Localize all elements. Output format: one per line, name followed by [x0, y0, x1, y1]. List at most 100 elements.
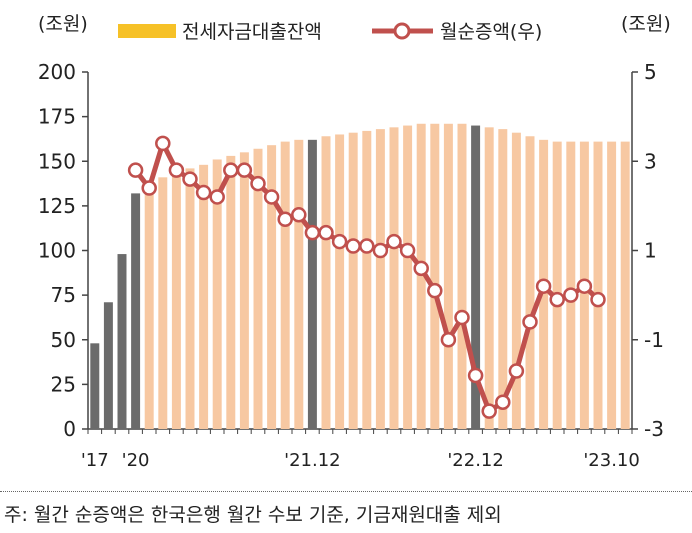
line-point: [440, 332, 457, 348]
y-left-tick-label: 100: [38, 239, 76, 263]
bar: [607, 141, 617, 430]
line-point: [209, 189, 225, 205]
y-left-tick-label: 175: [38, 105, 76, 129]
bar: [226, 155, 236, 429]
line-point: [318, 224, 334, 241]
y-left-tick-label: 50: [51, 328, 76, 352]
line-point: [345, 238, 361, 254]
bar: [348, 132, 358, 429]
tick-labels: 0 25 50 75 100 125 150 175 200 -3 -1 1 3 5 '17 '20 '21.1…: [38, 60, 664, 471]
y-left-tick-label: 0: [63, 417, 76, 441]
bar: [443, 123, 453, 429]
y-left-tick-label: 25: [51, 372, 76, 396]
bar: [294, 139, 304, 429]
line-point: [522, 314, 538, 330]
line-point: [141, 180, 157, 196]
x-tick-label: '21.12: [284, 450, 340, 471]
line-point: [590, 291, 606, 308]
line-point: [127, 162, 144, 178]
line-point: [304, 224, 321, 241]
y-right-tick-label: -3: [644, 417, 664, 441]
x-tick-label: '20: [122, 450, 150, 471]
bar: [144, 184, 154, 429]
line-point: [359, 238, 375, 254]
x-tick-label: '23.10: [583, 450, 639, 471]
bar: [239, 152, 249, 429]
y-right-tick-label: 5: [644, 60, 657, 84]
line-point: [331, 233, 348, 250]
footnote: 주: 월간 순증액은 한국은행 월간 수보 기준, 기금재원대출 제외: [4, 504, 502, 526]
bar: [158, 177, 168, 429]
bar: [430, 123, 440, 429]
legend-bar-swatch: [118, 24, 176, 38]
bar: [566, 141, 576, 430]
bar: [511, 132, 521, 429]
line-point: [372, 242, 389, 259]
footnote-divider: [0, 491, 692, 492]
bar: [212, 159, 222, 429]
y-left-unit: (조원): [38, 13, 88, 35]
line-point: [563, 287, 579, 303]
bar: [552, 141, 562, 430]
legend-bar-label: 전세자금대출잔액: [182, 21, 322, 43]
bar: [267, 145, 277, 429]
bar: [321, 136, 331, 429]
bar: [335, 134, 345, 429]
legend-line-label: 월순증액(우): [440, 21, 542, 43]
line-point: [454, 309, 470, 326]
bar: [416, 123, 426, 429]
bar: [185, 168, 195, 429]
bar: [457, 123, 467, 429]
bar: [375, 129, 385, 429]
bar: [471, 125, 481, 430]
line-point: [263, 189, 280, 205]
line-point: [168, 162, 185, 178]
line-point: [291, 207, 307, 223]
line-point: [195, 184, 212, 201]
line-point: [495, 394, 511, 410]
line-point: [250, 175, 266, 192]
bar: [362, 130, 372, 429]
bar: [199, 164, 209, 429]
line-series: [127, 135, 606, 419]
bar: [307, 139, 317, 429]
line-point: [223, 162, 239, 178]
y-right-tick-label: 1: [644, 239, 657, 263]
y-right-tick-label: 3: [644, 149, 657, 173]
legend: 전세자금대출잔액 월순증액(우): [118, 21, 542, 43]
x-tick-label: '17: [81, 450, 109, 471]
bar: [484, 127, 494, 430]
legend-line-marker: [393, 22, 411, 40]
y-right-unit: (조원): [621, 13, 671, 35]
bar: [103, 302, 113, 429]
bar: [525, 136, 535, 429]
y-left-tick-label: 125: [38, 194, 76, 218]
bar: [90, 343, 100, 429]
bar: [171, 171, 181, 429]
bar: [620, 141, 630, 430]
bar: [117, 254, 127, 429]
chart: (조원) (조원) 전세자금대출잔액 월순증액(우) 0 25 50 75 100 125…: [38, 13, 671, 471]
line-point: [413, 260, 429, 277]
bar: [131, 193, 141, 429]
x-tick-label: '22.12: [447, 450, 503, 471]
y-right-tick-label: -1: [644, 328, 664, 352]
line-point: [277, 211, 293, 228]
bar: [498, 129, 508, 429]
bar: [280, 141, 290, 430]
line-point: [386, 233, 402, 250]
line-point: [236, 162, 253, 178]
line-point: [399, 242, 416, 259]
line-point: [467, 367, 484, 384]
y-left-tick-label: 200: [38, 60, 76, 84]
line-point: [535, 278, 552, 294]
line-point: [576, 278, 593, 294]
y-left-tick-label: 75: [51, 283, 76, 307]
bar: [403, 125, 413, 430]
line-point: [182, 171, 198, 187]
y-left-tick-label: 150: [38, 149, 76, 173]
bar: [389, 127, 399, 430]
line-point: [481, 403, 497, 419]
line-point: [427, 282, 443, 299]
line-point: [155, 135, 171, 152]
